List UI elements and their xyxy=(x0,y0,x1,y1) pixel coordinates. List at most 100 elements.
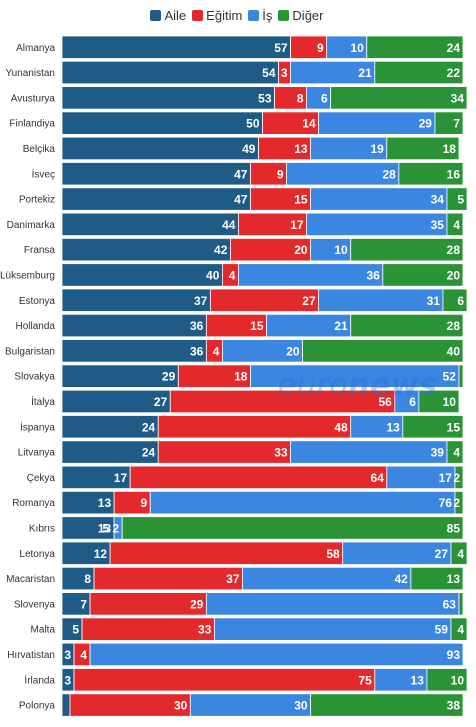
category-label: Letonya xyxy=(19,549,55,560)
data-label: 12 xyxy=(94,547,108,561)
data-label: 33 xyxy=(198,623,212,637)
legend-swatch xyxy=(150,9,162,21)
data-label: 47 xyxy=(234,193,248,207)
data-label: 6 xyxy=(457,294,464,308)
data-label: 34 xyxy=(451,91,465,105)
bar-segment-2 xyxy=(318,111,436,135)
bar-segment-2 xyxy=(149,490,456,515)
legend-label: Aile xyxy=(164,7,187,23)
bar-segment-2 xyxy=(290,440,448,464)
data-label: 33 xyxy=(274,446,288,460)
bar-row: Romanya 13 9 76 2 xyxy=(12,490,464,515)
data-label: 29 xyxy=(419,117,433,131)
data-label: 24 xyxy=(142,420,156,434)
data-label: 28 xyxy=(382,167,396,181)
bar-segment-1 xyxy=(109,541,344,565)
bar-segment-3 xyxy=(350,237,464,262)
data-label: 76 xyxy=(439,496,453,510)
data-label: 15 xyxy=(294,193,308,207)
bar-segment-2 xyxy=(306,212,448,237)
bar-segment-3 xyxy=(454,465,464,490)
category-label: Slovenya xyxy=(14,599,56,610)
bar-row: Hırvatistan 3 4 93 xyxy=(7,642,464,667)
data-label: 2 xyxy=(453,496,460,510)
data-label: 38 xyxy=(447,699,461,713)
data-label: 58 xyxy=(326,547,340,561)
data-label: 19 xyxy=(370,142,384,156)
data-label: 54 xyxy=(262,66,276,80)
data-label: 4 xyxy=(453,446,460,460)
category-label: İspanya xyxy=(20,420,55,433)
bar-row: Danimarka 44 17 35 4 xyxy=(7,212,464,237)
bar-segment-3 xyxy=(458,592,464,616)
data-label: 49 xyxy=(242,142,256,156)
bar-segment-0 xyxy=(61,237,231,262)
data-label: 5 2 xyxy=(102,521,119,535)
category-label: Almanya xyxy=(16,43,55,54)
data-label: 18 xyxy=(234,370,248,384)
data-label: 4 xyxy=(453,218,460,232)
data-label: 8 xyxy=(297,91,304,105)
bar-segment-1 xyxy=(129,465,388,490)
data-label: 13 xyxy=(98,496,112,510)
data-label: 9 xyxy=(141,496,148,510)
legend-swatch xyxy=(192,9,204,21)
bar-segment-3 xyxy=(442,288,468,312)
data-label: 7 xyxy=(80,597,87,611)
bar-segment-0 xyxy=(61,35,291,59)
bar-segment-0 xyxy=(61,693,71,717)
data-label: 29 xyxy=(162,370,176,384)
data-label: 40 xyxy=(206,268,220,282)
bar-segment-0 xyxy=(61,111,263,135)
bar-segment-3 xyxy=(418,389,460,414)
data-label: 3 xyxy=(281,66,288,80)
category-label: Polonya xyxy=(19,701,56,712)
bar-row: Avusturya 53 8 6 34 xyxy=(11,86,468,110)
bar-row: Slovenya 7 29 63 xyxy=(14,592,464,616)
data-label: 20 xyxy=(294,243,308,257)
bar-segment-2 xyxy=(205,592,460,616)
category-label: Belçika xyxy=(23,144,56,155)
bar-segment-3 xyxy=(446,212,464,237)
bar-row: Litvanya 24 33 39 4 xyxy=(18,440,464,464)
data-label: 5 xyxy=(72,623,79,637)
bar-row: İtalya 27 56 6 10 xyxy=(31,389,460,414)
data-label: 13 xyxy=(386,420,400,434)
category-label: Bulgaristan xyxy=(5,346,55,357)
bar-segment-1 xyxy=(69,693,191,717)
data-label: 34 xyxy=(431,193,445,207)
bar-row: İsveç 47 9 28 16 xyxy=(32,162,464,186)
category-label: Danimarka xyxy=(7,220,56,231)
data-label: 48 xyxy=(334,420,348,434)
bar-segment-3 xyxy=(458,364,464,388)
bar-segment-3 xyxy=(302,339,464,363)
data-label: 17 xyxy=(439,471,453,485)
bar-segment-3 xyxy=(450,617,468,641)
data-label: 9 xyxy=(277,167,284,181)
category-label: Slovakya xyxy=(14,372,55,383)
data-label: 63 xyxy=(443,597,457,611)
bar-row: Bulgaristan 36 4 20 40 xyxy=(5,339,464,363)
data-label: 35 xyxy=(431,218,445,232)
data-label: 30 xyxy=(294,699,308,713)
data-label: 4 xyxy=(229,268,236,282)
bar-segment-3 xyxy=(454,490,464,515)
bar-segment-1 xyxy=(157,415,352,439)
bar-segment-3 xyxy=(330,86,468,110)
bar-segment-1 xyxy=(81,617,215,641)
data-label: 24 xyxy=(447,41,461,55)
watermark-part1: euro xyxy=(278,368,349,403)
euronews-watermark: euronews xyxy=(278,368,437,403)
data-label: 59 xyxy=(435,623,449,637)
legend-label: Diğer xyxy=(292,7,324,23)
bar-segment-0 xyxy=(61,288,211,312)
legend: Aile Eğitim İş Diğer xyxy=(0,5,476,25)
data-label: 20 xyxy=(447,268,461,282)
data-label: 4 xyxy=(457,623,464,637)
bar-row: Malta 5 33 59 4 xyxy=(31,617,468,641)
bar-segment-0 xyxy=(61,212,239,237)
bar-row: Estonya 37 27 31 6 xyxy=(19,288,468,312)
data-label: 47 xyxy=(234,167,248,181)
data-label: 15 xyxy=(447,420,461,434)
bar-row: İspanya 24 48 13 15 xyxy=(20,415,464,439)
